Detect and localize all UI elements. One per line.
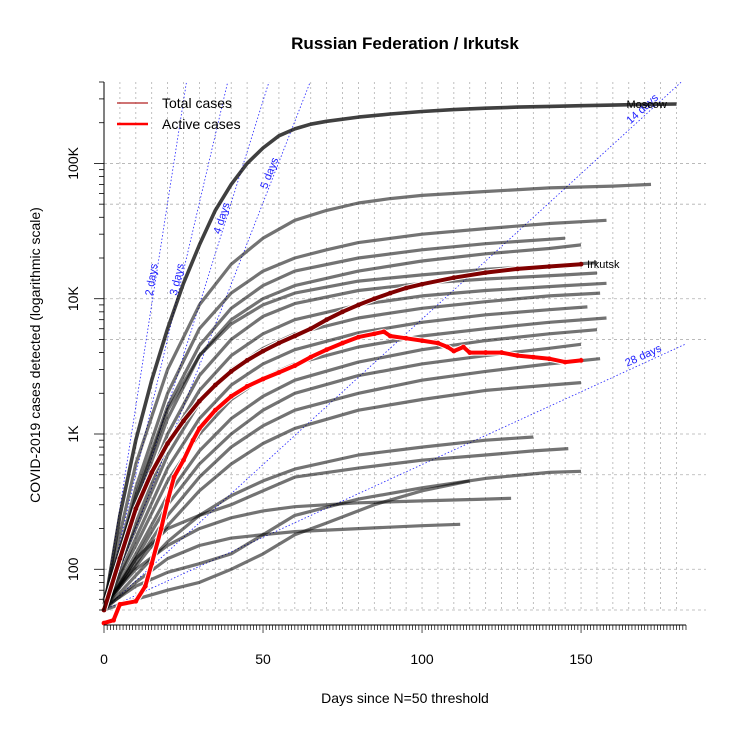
region-series-line — [102, 305, 588, 611]
highlight-point — [276, 340, 282, 346]
series-line-moscow — [102, 102, 677, 611]
highlight-point — [483, 270, 489, 275]
x-axis-label: Days since N=50 threshold — [321, 690, 489, 706]
region-series-line — [102, 218, 607, 611]
highlight-point — [190, 437, 196, 443]
x-tick-label: 100 — [410, 651, 434, 667]
highlight-point — [308, 354, 314, 360]
y-tick-label: 10K — [65, 286, 81, 312]
highlight-point — [117, 556, 123, 561]
highlight-point — [165, 498, 171, 504]
highlight-point — [133, 598, 139, 604]
highlight-point — [142, 583, 148, 589]
highlight-point — [515, 353, 520, 358]
highlight-point — [228, 369, 234, 374]
highlight-point — [419, 338, 425, 344]
highlight-point — [133, 506, 139, 512]
highlight-point — [149, 470, 155, 475]
highlight-point — [371, 331, 377, 337]
region-series-line — [102, 328, 598, 611]
highlight-point — [292, 333, 298, 339]
highlight-point — [260, 348, 266, 354]
highlight-point — [387, 290, 393, 296]
highlight-point — [578, 357, 584, 363]
highlight-point — [387, 333, 393, 339]
highlight-line-total-cases — [102, 262, 582, 611]
highlight-point — [276, 370, 282, 375]
legend-label: Active cases — [162, 116, 241, 132]
highlight-point — [371, 296, 377, 302]
grid-layer — [103, 82, 706, 611]
highlight-point — [165, 441, 171, 446]
series-label-moscow: Moscow — [626, 99, 666, 111]
highlight-point — [324, 317, 330, 323]
highlight-point — [403, 285, 409, 291]
region-series-line — [103, 469, 582, 610]
highlight-point — [467, 350, 473, 355]
highlight-point — [158, 526, 164, 531]
doubling-line — [104, 343, 686, 610]
highlight-point — [381, 329, 387, 335]
legend-label: Total cases — [162, 95, 232, 111]
series-label-irkutsk: Irkutsk — [587, 259, 620, 271]
highlight-point — [181, 457, 186, 463]
highlight-point — [149, 561, 155, 567]
highlight-point — [562, 359, 568, 365]
highlight-point — [546, 356, 552, 362]
legend: Total cases Active cases — [117, 95, 241, 132]
x-tick-label: 0 — [100, 651, 108, 667]
highlight-point — [228, 393, 234, 399]
highlight-point — [244, 357, 250, 363]
highlight-point — [340, 309, 345, 315]
highlight-point — [451, 348, 457, 354]
highlight-point — [212, 382, 218, 388]
highlight-point — [530, 354, 536, 360]
highlight-point — [111, 617, 116, 623]
highlight-point — [260, 376, 266, 382]
highlight-point — [292, 363, 298, 369]
region-series-line — [102, 243, 582, 611]
highlight-point — [340, 340, 345, 346]
highlight-point — [515, 266, 520, 272]
highlight-point — [324, 347, 330, 353]
highlight-layer — [101, 261, 584, 626]
highlight-point — [197, 398, 202, 404]
highlight-point — [460, 344, 466, 350]
highlight-point — [117, 602, 123, 607]
highlight-point — [197, 426, 202, 431]
highlight-point — [499, 350, 504, 355]
chart-title: Russian Federation / Irkutsk — [291, 34, 519, 53]
region-series-line — [103, 479, 471, 612]
highlight-point — [451, 275, 457, 281]
highlight-point — [419, 281, 425, 287]
highlight-point — [101, 620, 107, 626]
highlight-point — [356, 334, 361, 340]
highlight-point — [171, 474, 177, 480]
x-tick-label: 150 — [569, 651, 593, 667]
highlight-point — [578, 261, 584, 267]
highlight-point — [403, 335, 409, 341]
highlight-point — [445, 344, 450, 350]
x-tick-label: 50 — [255, 651, 271, 667]
highlight-point — [308, 326, 314, 332]
axes-layer: 0 50 100 150 100 1K 10K 100K — [65, 81, 687, 667]
highlight-point — [546, 264, 552, 269]
highlight-point — [356, 302, 361, 308]
doubling-label: 2 days — [144, 262, 161, 296]
region-series-line — [102, 182, 652, 605]
y-axis-label: COVID-2019 cases detected (logarithmic s… — [27, 207, 43, 503]
highlight-point — [244, 383, 250, 389]
y-tick-label: 100 — [65, 557, 81, 581]
y-tick-label: 100K — [65, 146, 81, 179]
doubling-line — [104, 82, 311, 610]
y-tick-label: 1K — [65, 425, 81, 443]
highlight-point — [212, 407, 218, 413]
highlight-point — [181, 418, 186, 424]
highlight-point — [483, 350, 489, 355]
highlight-point — [435, 340, 441, 346]
